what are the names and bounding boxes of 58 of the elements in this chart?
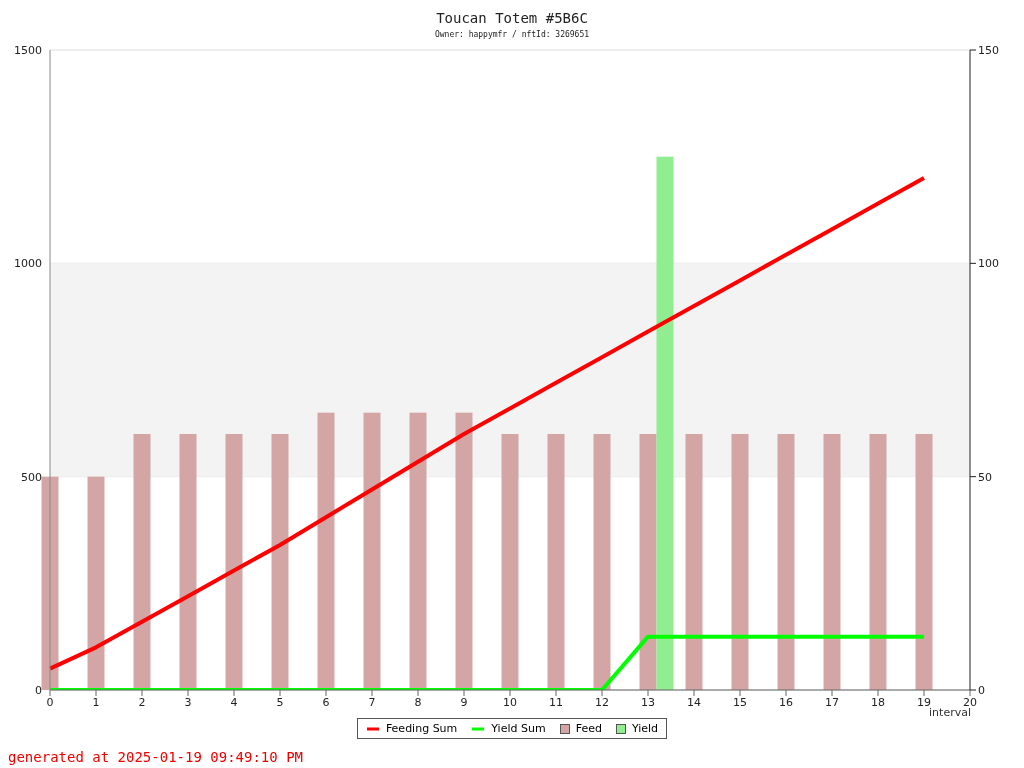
x-tick-label: 7 [368,695,376,709]
legend-label: Yield [630,722,659,735]
bar [685,434,703,690]
bar [179,434,197,690]
x-tick-label: 11 [549,695,563,709]
x-tick-label: 19 [917,695,931,709]
x-tick-label: 12 [595,695,609,709]
text: generated at 2025-01-19 09:49:10 PM [8,749,304,765]
chart-subtitle: Owner: happymfr / nftId: 3269651 [433,30,591,41]
bar [363,412,381,690]
bar [409,412,427,690]
x-tick-label: 10 [503,695,517,709]
bar [225,434,243,690]
x-axis-title: interval [929,706,971,719]
legend-label: Yield Sum [490,722,546,735]
x-tick-label: 5 [276,695,284,709]
x-tick-label: 9 [460,695,468,709]
legend-label: Feeding Sum [384,722,458,735]
x-tick-label: 18 [871,695,885,709]
bar [455,412,473,690]
x-tick-label: 14 [687,695,701,709]
x-tick-label: 8 [414,695,422,709]
bar [777,434,795,690]
x-tick-label: 6 [322,695,330,709]
bar [639,434,657,690]
bar [656,156,674,690]
bar [547,434,565,690]
x-tick-label: 13 [641,695,655,709]
bar [731,434,749,690]
y2-tick-label: 100 [978,257,999,271]
y2-tick-label: 0 [978,683,985,697]
bar [271,434,289,690]
bar [823,434,841,690]
y2-tick-label: 50 [978,470,992,484]
bar [915,434,933,690]
y-tick-label: 0 [35,683,42,697]
bar [133,434,151,690]
x-tick-label: 4 [230,695,238,709]
bar [501,434,519,690]
y-tick-label: 500 [21,470,42,484]
x-tick-label: 17 [825,695,839,709]
line-series [48,176,926,671]
x-tick-label: 20 [963,695,977,709]
bar [593,434,611,690]
x-tick-label: 0 [46,695,54,709]
y-tick-label: 1500 [14,43,42,57]
y2-tick-label: 150 [978,43,999,57]
x-tick-label: 1 [92,695,100,709]
bar [317,412,335,690]
legend-label: Feed [574,722,602,735]
y-tick-label: 1000 [14,257,42,271]
x-tick-label: 15 [733,695,747,709]
x-tick-label: 16 [779,695,793,709]
x-tick-label: 3 [184,695,192,709]
bar [87,476,105,690]
x-tick-label: 2 [138,695,146,709]
bar [869,434,887,690]
chart-title: Toucan Totem #5B6C [435,9,589,28]
